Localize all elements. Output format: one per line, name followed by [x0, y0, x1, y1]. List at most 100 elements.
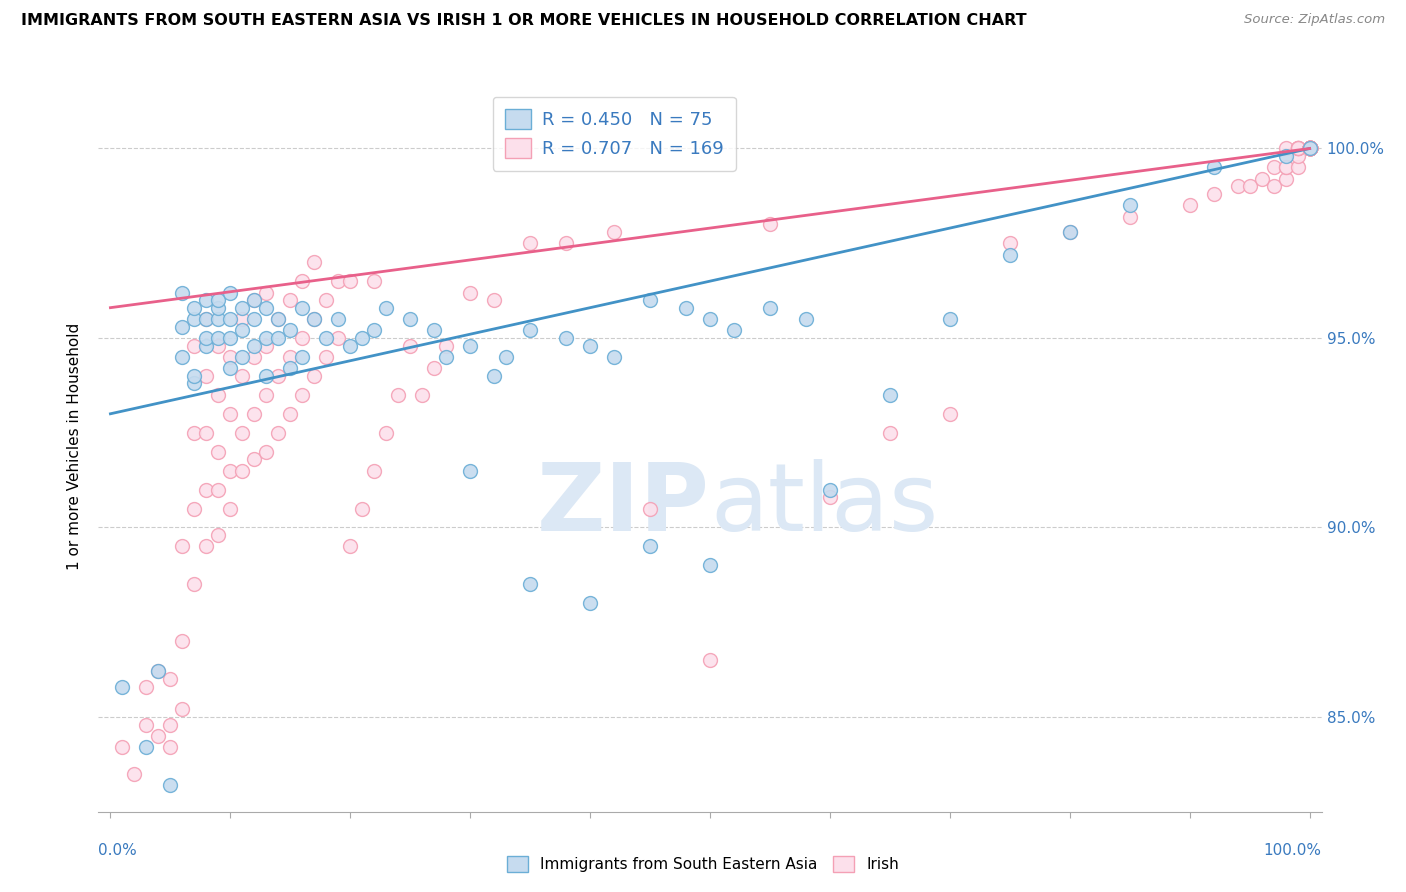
Point [278, 323, 301, 337]
Point [1286, 149, 1309, 163]
Point [1298, 141, 1320, 155]
Point [482, 293, 505, 307]
Point [387, 388, 409, 402]
Point [1298, 141, 1320, 155]
Point [1298, 141, 1320, 155]
Point [328, 312, 350, 326]
Point [1178, 198, 1201, 212]
Point [1298, 141, 1320, 155]
Point [638, 501, 661, 516]
Point [723, 323, 745, 337]
Point [458, 464, 481, 478]
Point [1298, 141, 1320, 155]
Legend: R = 0.450   N = 75, R = 0.707   N = 169: R = 0.450 N = 75, R = 0.707 N = 169 [492, 96, 735, 170]
Point [759, 301, 782, 315]
Point [1298, 141, 1320, 155]
Point [207, 528, 229, 542]
Point [1298, 141, 1320, 155]
Point [1298, 141, 1320, 155]
Point [1298, 141, 1320, 155]
Point [254, 301, 277, 315]
Point [1298, 141, 1320, 155]
Point [254, 338, 277, 352]
Point [219, 285, 242, 300]
Point [1119, 210, 1142, 224]
Point [363, 274, 385, 288]
Point [267, 312, 290, 326]
Text: Source: ZipAtlas.com: Source: ZipAtlas.com [1244, 13, 1385, 27]
Point [1298, 141, 1320, 155]
Point [135, 680, 157, 694]
Point [207, 312, 229, 326]
Point [1298, 141, 1320, 155]
Legend: Immigrants from South Eastern Asia, Irish: Immigrants from South Eastern Asia, Iris… [501, 850, 905, 878]
Point [1298, 141, 1320, 155]
Point [1298, 141, 1320, 155]
Point [759, 217, 782, 231]
Point [434, 338, 457, 352]
Point [195, 425, 218, 440]
Point [172, 319, 194, 334]
Point [1298, 141, 1320, 155]
Point [603, 225, 626, 239]
Point [1274, 141, 1296, 155]
Point [434, 350, 457, 364]
Point [1298, 141, 1320, 155]
Point [183, 312, 205, 326]
Point [363, 464, 385, 478]
Point [1298, 141, 1320, 155]
Point [411, 388, 433, 402]
Point [254, 388, 277, 402]
Point [219, 312, 242, 326]
Point [1298, 141, 1320, 155]
Point [1298, 141, 1320, 155]
Point [879, 388, 901, 402]
Point [172, 350, 194, 364]
Point [148, 665, 170, 679]
Point [172, 285, 194, 300]
Point [482, 368, 505, 383]
Point [135, 717, 157, 731]
Point [195, 540, 218, 554]
Point [1298, 141, 1320, 155]
Point [1274, 161, 1296, 175]
Point [339, 540, 361, 554]
Point [1298, 141, 1320, 155]
Point [1298, 141, 1320, 155]
Point [1298, 141, 1320, 155]
Point [1298, 141, 1320, 155]
Point [939, 312, 962, 326]
Point [1298, 141, 1320, 155]
Point [1298, 141, 1320, 155]
Point [207, 388, 229, 402]
Point [1298, 141, 1320, 155]
Text: IMMIGRANTS FROM SOUTH EASTERN ASIA VS IRISH 1 OR MORE VEHICLES IN HOUSEHOLD CORR: IMMIGRANTS FROM SOUTH EASTERN ASIA VS IR… [21, 13, 1026, 29]
Point [555, 236, 578, 251]
Point [1298, 141, 1320, 155]
Point [304, 255, 326, 269]
Point [1298, 141, 1320, 155]
Point [1298, 141, 1320, 155]
Point [243, 312, 266, 326]
Point [111, 740, 134, 755]
Point [1059, 225, 1081, 239]
Point [254, 331, 277, 345]
Point [183, 425, 205, 440]
Point [1298, 141, 1320, 155]
Point [1298, 141, 1320, 155]
Point [207, 293, 229, 307]
Point [231, 350, 253, 364]
Point [1298, 141, 1320, 155]
Point [458, 338, 481, 352]
Point [1263, 179, 1285, 194]
Point [1298, 141, 1320, 155]
Point [231, 312, 253, 326]
Point [495, 350, 517, 364]
Point [243, 338, 266, 352]
Point [1298, 141, 1320, 155]
Point [1298, 141, 1320, 155]
Point [579, 338, 602, 352]
Point [1298, 141, 1320, 155]
Point [183, 301, 205, 315]
Point [1298, 141, 1320, 155]
